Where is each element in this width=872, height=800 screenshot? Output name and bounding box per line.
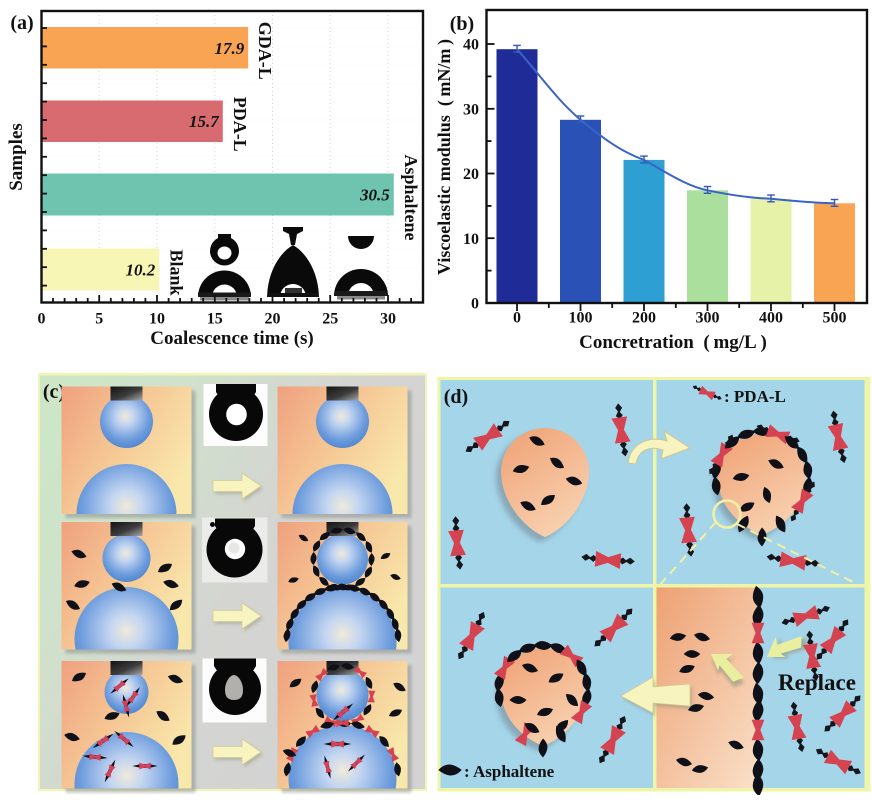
svg-text:30.5: 30.5 bbox=[359, 186, 390, 205]
svg-text:10.2: 10.2 bbox=[126, 261, 156, 280]
svg-text:20: 20 bbox=[265, 311, 281, 328]
svg-text:(a): (a) bbox=[10, 12, 33, 34]
svg-text:Asphaltene: Asphaltene bbox=[401, 154, 421, 240]
svg-text:Samples: Samples bbox=[6, 123, 27, 191]
svg-text:(d): (d) bbox=[444, 386, 468, 408]
svg-text:Blank: Blank bbox=[166, 249, 186, 295]
svg-text:15: 15 bbox=[207, 311, 223, 328]
svg-text:5: 5 bbox=[95, 311, 103, 328]
svg-text:20: 20 bbox=[463, 166, 479, 183]
svg-text:(c): (c) bbox=[43, 381, 65, 403]
svg-text:500: 500 bbox=[823, 310, 847, 327]
svg-text:17.9: 17.9 bbox=[214, 39, 244, 58]
svg-text:Concretration ( mg/L ): Concretration ( mg/L ) bbox=[579, 332, 767, 353]
svg-text:10: 10 bbox=[149, 311, 165, 328]
svg-text:0: 0 bbox=[38, 311, 46, 328]
svg-text:40: 40 bbox=[463, 37, 479, 54]
svg-text:(b): (b) bbox=[450, 13, 474, 35]
svg-text:: Asphaltene: : Asphaltene bbox=[464, 762, 555, 781]
svg-text:Replace: Replace bbox=[778, 670, 856, 695]
svg-text:0: 0 bbox=[471, 296, 479, 313]
svg-text:0: 0 bbox=[513, 310, 521, 327]
svg-text:100: 100 bbox=[569, 310, 593, 327]
svg-text:: PDA-L: : PDA-L bbox=[724, 387, 786, 406]
svg-text:PDA-L: PDA-L bbox=[230, 97, 250, 152]
svg-text:Viscoelastic modulus ( mN/m ): Viscoelastic modulus ( mN/m ) bbox=[434, 39, 455, 275]
svg-text:Coalescence time (s): Coalescence time (s) bbox=[150, 328, 314, 349]
svg-text:10: 10 bbox=[463, 231, 479, 248]
svg-text:30: 30 bbox=[463, 101, 479, 118]
svg-text:400: 400 bbox=[759, 310, 783, 327]
svg-text:25: 25 bbox=[322, 311, 338, 328]
svg-text:15.7: 15.7 bbox=[189, 112, 220, 131]
svg-text:300: 300 bbox=[696, 310, 720, 327]
svg-text:GDA-L: GDA-L bbox=[255, 22, 275, 80]
svg-text:30: 30 bbox=[380, 311, 396, 328]
svg-text:200: 200 bbox=[632, 310, 656, 327]
